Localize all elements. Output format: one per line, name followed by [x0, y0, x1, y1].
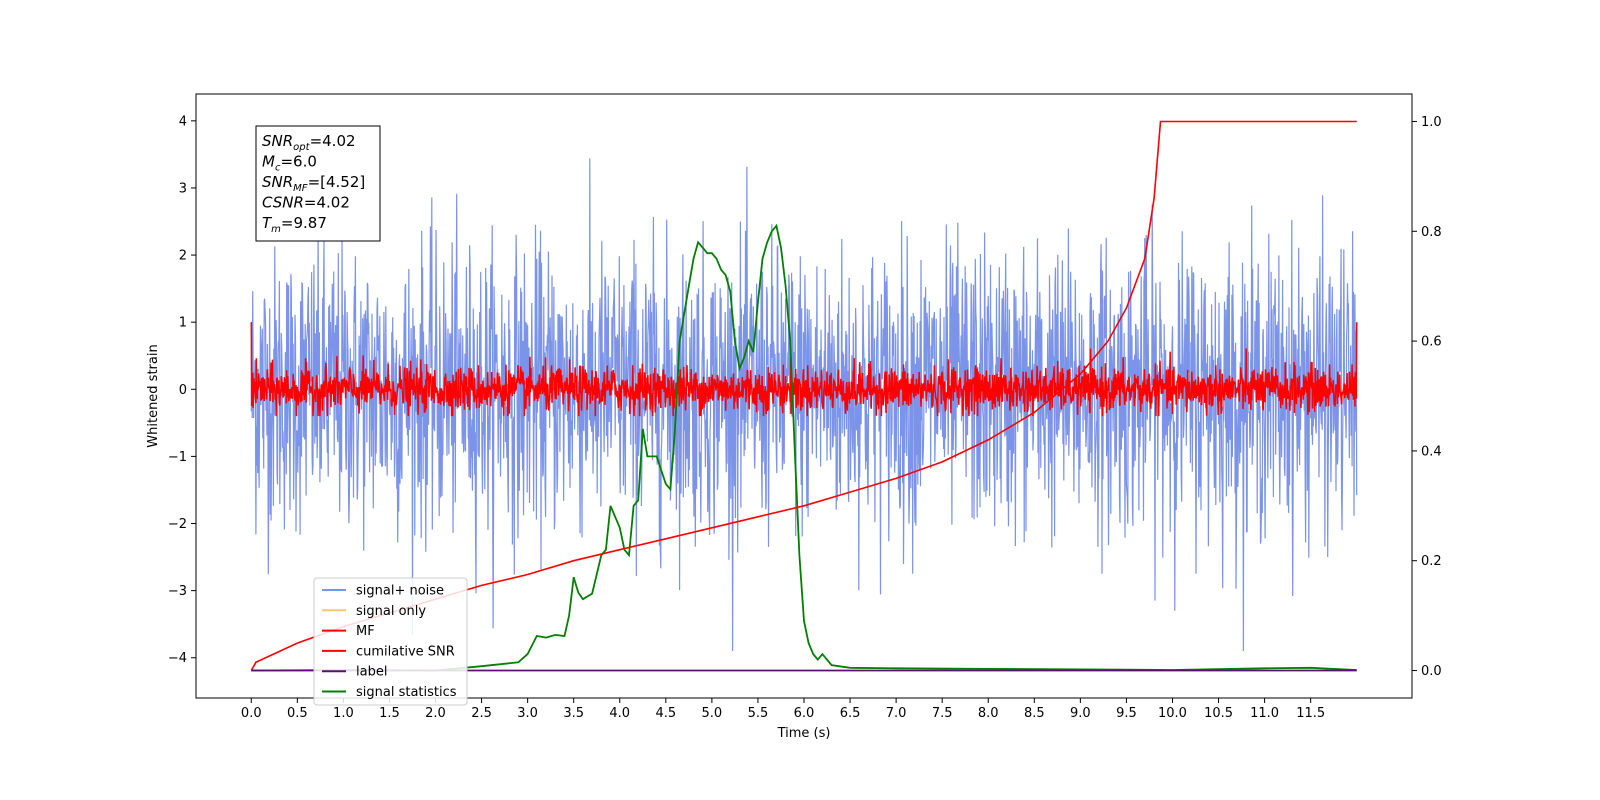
- x-tick-label: 4.5: [655, 706, 676, 721]
- info-box-line: SNRopt=4.02: [262, 132, 356, 153]
- legend-entry: MF: [356, 624, 375, 639]
- x-tick-label: 0.5: [287, 706, 308, 721]
- info-box-line: Tm=9.87: [262, 214, 327, 235]
- x-tick-label: 2.0: [425, 706, 446, 721]
- x-tick-label: 11.0: [1250, 706, 1279, 721]
- x-tick-label: 7.5: [932, 706, 953, 721]
- x-tick-label: 8.0: [978, 706, 999, 721]
- y-axis-left-ticks: 4 3 2 1 0 −1 −2 −3 −4: [168, 114, 196, 666]
- x-tick-label: 11.5: [1296, 706, 1325, 721]
- info-box-line: CSNR=4.02: [262, 194, 350, 212]
- legend: signal+ noise signal only MF cumilative SNR…: [313, 577, 468, 706]
- x-tick-label: 2.5: [471, 706, 492, 721]
- legend-frame: [313, 577, 468, 706]
- y-tick-label: −1: [168, 450, 187, 465]
- legend-entry: cumilative SNR: [356, 644, 455, 659]
- legend-entry: signal+ noise: [356, 584, 444, 599]
- y-right-tick-label: 0.2: [1421, 554, 1442, 569]
- y-axis-right-ticks: 1.0 0.8 0.6 0.4 0.2 0.0: [1412, 115, 1442, 679]
- x-axis-ticks: 0.0 0.5 1.0 1.5 2.0 2.5 3.0 3.5 4.0 4.5 5.0 5.5 6.0 6…: [241, 698, 1325, 721]
- y-axis-label: Whitened strain: [146, 344, 161, 447]
- legend-entry: signal only: [356, 604, 426, 619]
- x-tick-label: 8.5: [1024, 706, 1045, 721]
- x-tick-label: 6.5: [840, 706, 861, 721]
- legend-entry: signal statistics: [356, 685, 457, 700]
- x-tick-label: 1.0: [333, 706, 354, 721]
- x-tick-label: 5.0: [702, 706, 723, 721]
- y-tick-label: −3: [168, 584, 187, 599]
- info-box-line: Mc=6.0: [262, 153, 317, 174]
- x-tick-label: 0.0: [241, 706, 262, 721]
- y-right-tick-label: 0.4: [1421, 444, 1442, 459]
- x-tick-label: 9.5: [1116, 706, 1137, 721]
- series-signal-plus-noise: [250, 158, 1358, 652]
- legend-entry: label: [356, 665, 387, 680]
- x-tick-label: 3.5: [563, 706, 584, 721]
- x-tick-label: 3.0: [517, 706, 538, 721]
- y-right-tick-label: 0.0: [1421, 664, 1442, 679]
- x-tick-label: 10.0: [1158, 706, 1187, 721]
- y-tick-label: −4: [168, 651, 187, 666]
- info-box-frame: [255, 125, 381, 242]
- y-tick-label: −2: [168, 517, 187, 532]
- y-tick-label: 3: [179, 181, 187, 196]
- series-signal-statistics: [251, 223, 1357, 672]
- y-right-tick-label: 0.6: [1421, 335, 1442, 350]
- y-tick-label: 1: [179, 316, 187, 331]
- x-tick-label: 9.0: [1070, 706, 1091, 721]
- mf-line: [250, 322, 1358, 417]
- signal-plus-noise-line: [250, 158, 1358, 652]
- x-tick-label: 10.5: [1204, 706, 1233, 721]
- y-right-tick-label: 0.8: [1421, 225, 1442, 240]
- x-axis-label: Time (s): [777, 726, 831, 741]
- x-tick-label: 1.5: [379, 706, 400, 721]
- info-box-line: SNRMF=[4.52]: [262, 173, 365, 194]
- x-tick-label: 6.0: [794, 706, 815, 721]
- y-tick-label: 4: [179, 114, 187, 129]
- x-tick-label: 7.0: [886, 706, 907, 721]
- x-tick-label: 5.5: [748, 706, 769, 721]
- series-mf: [250, 322, 1358, 417]
- y-tick-label: 0: [179, 383, 187, 398]
- y-right-tick-label: 1.0: [1421, 115, 1442, 130]
- x-tick-label: 4.0: [609, 706, 630, 721]
- y-tick-label: 2: [179, 249, 187, 264]
- signal-statistics-line: [251, 223, 1357, 672]
